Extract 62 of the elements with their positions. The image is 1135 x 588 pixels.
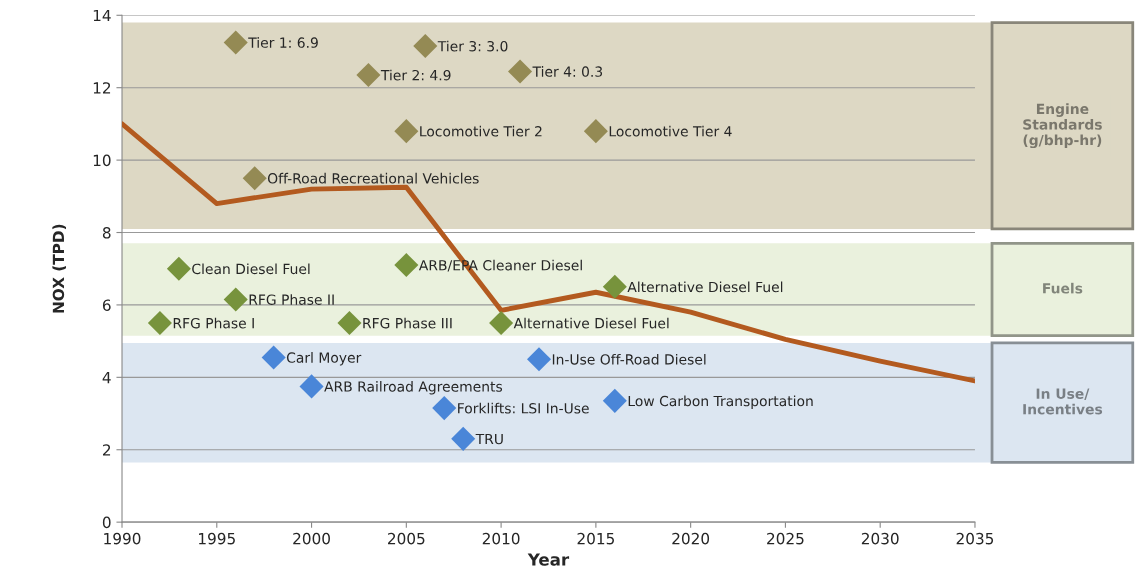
y-tick-label: 2 [102, 444, 111, 456]
x-tick-label: 2030 [861, 532, 899, 545]
point [432, 396, 457, 421]
annotation: RFG Phase I [173, 317, 254, 329]
annotation: Tier 2: 4.9 [380, 69, 451, 81]
annotation: Alternative Diesel Fuel [627, 281, 783, 293]
annotation: Locomotive Tier 4 [609, 125, 732, 137]
point [508, 59, 533, 84]
x-tick-label: 2020 [672, 532, 710, 545]
annotation: Carl Moyer [286, 352, 362, 366]
x-tick-label: 1995 [199, 532, 235, 545]
annotation: RFG Phase III [363, 317, 452, 329]
point [242, 166, 267, 191]
y-tick-label: 12 [93, 82, 111, 94]
y-axis-title: NOX (TPD) [52, 224, 66, 313]
band-label: Fuels [1043, 282, 1083, 294]
point [394, 119, 419, 144]
band-label: In Use/ Incentives [1023, 388, 1103, 415]
annotation: ARB Railroad Agreements [324, 381, 503, 395]
annotation: Tier 1: 6.9 [248, 37, 318, 48]
x-tick-label: 2015 [577, 532, 614, 545]
y-tick-label: 0 [102, 516, 111, 529]
band-label: Engine Standards (g/bhp-hr) [1023, 103, 1102, 149]
point [261, 345, 286, 370]
annotation: Low Carbon Transportation [628, 395, 813, 409]
annotation: Tier 4: 0.3 [532, 66, 603, 77]
y-tick-label: 10 [93, 154, 111, 167]
annotation: TRU [475, 433, 503, 445]
point [526, 347, 552, 372]
x-tick-label: 2025 [767, 532, 804, 545]
x-tick-label: 2035 [956, 532, 994, 545]
point [602, 388, 627, 413]
point [413, 34, 438, 59]
point [356, 63, 381, 88]
point [166, 256, 191, 281]
annotation: Off-Road Recreational Vehicles [267, 172, 479, 184]
x-tick-label: 2000 [293, 532, 330, 545]
x-tick-label: 1990 [104, 532, 141, 545]
annotation: Tier 3: 3.0 [437, 40, 508, 52]
point [583, 119, 608, 144]
point [223, 30, 248, 55]
point [602, 274, 627, 299]
y-tick-label: 4 [102, 371, 111, 384]
annotation: In-Use Off-Road Diesel [552, 353, 706, 365]
x-tick-label: 2010 [482, 532, 520, 545]
x-axis-title: Year [527, 553, 570, 566]
point [337, 310, 362, 336]
y-tick-label: 6 [102, 299, 111, 311]
point [451, 426, 476, 451]
annotation: Locomotive Tier 2 [420, 125, 542, 137]
annotation: RFG Phase II [249, 294, 334, 305]
point [147, 310, 172, 336]
y-tick-label: 8 [102, 226, 111, 239]
annotation: Clean Diesel Fuel [192, 263, 310, 275]
point [299, 374, 324, 399]
annotation: Forklifts: LSI In-Use [458, 402, 589, 414]
annotation: Alternative Diesel Fuel [513, 317, 669, 329]
point [223, 287, 248, 312]
x-tick-label: 2005 [388, 532, 425, 545]
y-tick-label: 14 [93, 9, 111, 22]
point [394, 253, 419, 278]
point [489, 310, 514, 336]
